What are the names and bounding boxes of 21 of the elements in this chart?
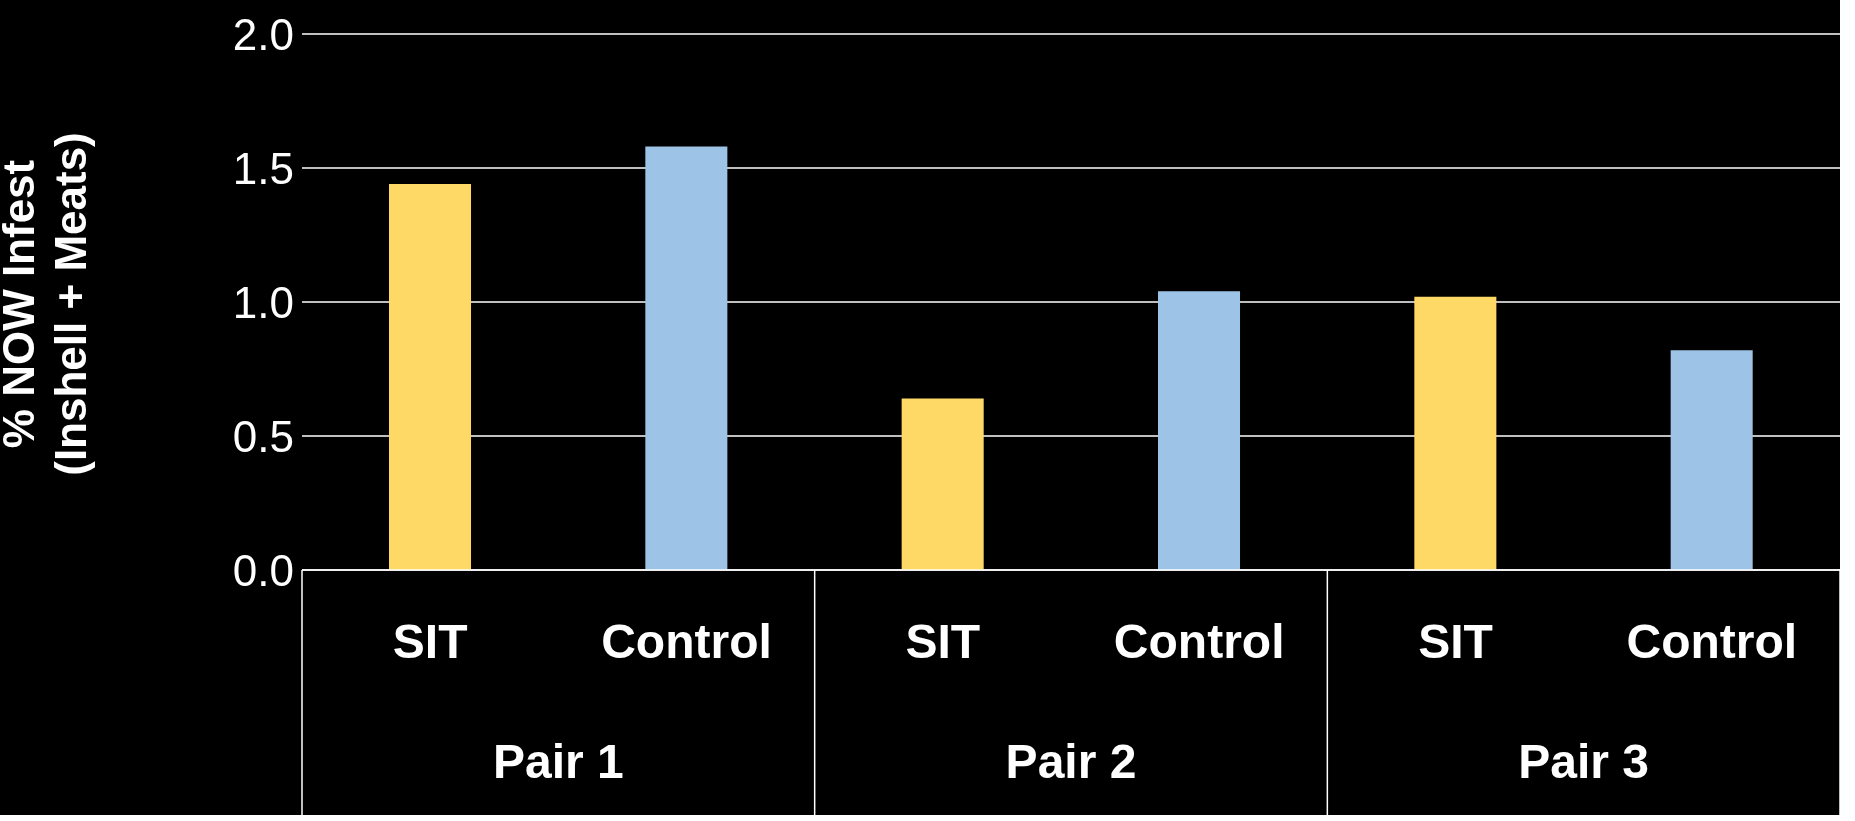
bar <box>389 184 472 570</box>
series-label: Control <box>601 615 772 668</box>
y-tick-label: 2.0 <box>232 9 294 59</box>
x-tick-label: Pair 1 <box>492 735 624 788</box>
y-tick-label: 1.0 <box>232 277 294 327</box>
bar <box>1158 291 1241 570</box>
bar <box>901 398 984 570</box>
y-axis-title: % NOW Infest (Inshell + Meats) <box>0 132 95 476</box>
y-tick-label: 0.0 <box>232 545 294 595</box>
text: Control <box>1626 615 1798 668</box>
y-tick-label: 0.5 <box>232 411 294 461</box>
text: SIT <box>1418 615 1493 668</box>
bar <box>645 146 728 570</box>
x-tick-label: Pair 3 <box>1518 735 1650 788</box>
text: Control <box>1113 615 1285 668</box>
bar <box>1414 296 1497 570</box>
bar <box>1670 350 1753 570</box>
x-tick-label: Pair 2 <box>1005 735 1137 788</box>
text: SIT <box>905 615 981 668</box>
y-tick-label: 1.5 <box>232 143 294 193</box>
series-label: SIT <box>392 615 468 668</box>
